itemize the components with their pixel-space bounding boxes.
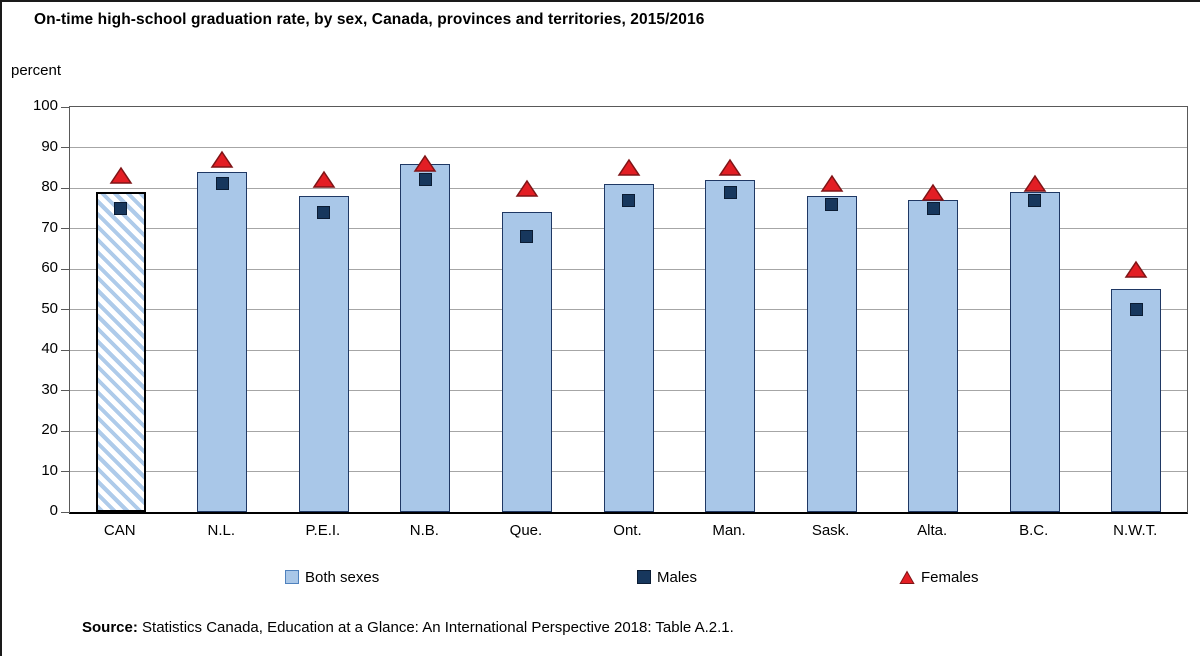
x-tick-label-sask: Sask. [811, 522, 850, 539]
x-tick-label-que: Que. [509, 522, 543, 539]
males-marker-bc [1028, 193, 1042, 207]
y-axis-tick [61, 268, 70, 270]
plot-area [61, 106, 1188, 514]
y-axis-unit-label: percent [11, 62, 62, 79]
legend-label-both-sexes: Both sexes [305, 568, 380, 586]
legend-item-males: Males [637, 567, 697, 587]
y-axis-tick [61, 349, 70, 351]
x-tick-label-nb: N.B. [409, 522, 439, 539]
x-tick-label-man: Man. [712, 522, 746, 539]
legend-label-males: Males [657, 568, 698, 586]
bar-man [705, 179, 756, 512]
bar-pei [298, 196, 349, 512]
y-tick-label-10: 10 [41, 461, 58, 479]
y-tick-label-80: 80 [41, 178, 58, 195]
males-marker-nb [418, 173, 432, 187]
males-marker-can [114, 201, 128, 215]
bar-nwt [1111, 289, 1162, 512]
males-swatch-icon [637, 570, 651, 584]
x-tick-label-bc: B.C. [1019, 522, 1049, 539]
y-axis-tick [61, 511, 70, 513]
y-tick-label-100: 100 [32, 97, 58, 114]
females-marker-pei [312, 170, 336, 189]
males-marker-alta [926, 201, 940, 215]
y-tick-label-40: 40 [41, 340, 58, 357]
bar-sask [806, 196, 857, 512]
females-marker-ont [617, 158, 641, 177]
females-marker-man [718, 158, 742, 177]
males-marker-nl [215, 177, 229, 191]
y-tick-label-0: 0 [49, 502, 58, 519]
y-axis-tick [61, 187, 70, 189]
y-tick-label-70: 70 [41, 218, 58, 236]
females-marker-can [109, 166, 133, 185]
legend-label-females: Females [921, 568, 979, 586]
y-tick-label-90: 90 [41, 137, 58, 155]
bar-alta [908, 200, 959, 512]
y-axis-tick [61, 106, 70, 108]
source-note: Source: Statistics Canada, Education at … [82, 619, 734, 636]
chart-title: On-time high-school graduation rate, by … [34, 11, 705, 28]
bar-can [95, 192, 146, 512]
y-tick-label-30: 30 [41, 380, 58, 398]
y-axis-tick [61, 390, 70, 391]
males-marker-que [520, 230, 534, 244]
legend-item-females: Females [899, 567, 979, 587]
bar-nb [400, 163, 451, 512]
bar-que [501, 212, 552, 512]
source-prefix: Source: [82, 619, 138, 636]
y-axis-tick [61, 147, 70, 148]
males-marker-sask [825, 197, 839, 211]
females-marker-sask [820, 174, 844, 193]
males-marker-nwt [1129, 303, 1143, 316]
females-marker-nl [210, 150, 234, 169]
x-tick-label-alta: Alta. [917, 522, 948, 539]
x-tick-label-pei: P.E.I. [305, 522, 341, 539]
females-marker-nb [413, 154, 437, 173]
females-marker-bc [1023, 174, 1047, 193]
males-marker-pei [317, 205, 331, 219]
y-axis-tick [61, 309, 70, 310]
males-marker-ont [622, 193, 635, 207]
y-axis-tick [61, 471, 70, 472]
x-tick-label-ont: Ont. [613, 522, 642, 539]
both-sexes-swatch-icon [285, 570, 299, 584]
bar-ont [603, 183, 654, 512]
source-text: Statistics Canada, Education at a Glance… [137, 619, 734, 636]
y-axis-tick [61, 228, 70, 229]
gridline-90 [70, 147, 1187, 148]
females-marker-que [515, 179, 539, 198]
y-axis-tick [61, 430, 70, 432]
y-tick-label-60: 60 [41, 259, 58, 276]
females-marker-alta [921, 183, 945, 202]
females-marker-nwt [1124, 260, 1148, 279]
x-tick-label-can: CAN [103, 522, 136, 539]
bar-nl [197, 171, 248, 512]
x-tick-label-nl: N.L. [207, 522, 236, 539]
bar-bc [1009, 192, 1060, 512]
males-marker-man [723, 185, 737, 199]
x-tick-label-nwt: N.W.T. [1113, 522, 1158, 539]
females-swatch-icon [899, 569, 915, 584]
legend-item-both-sexes: Both sexes [285, 567, 379, 587]
y-tick-label-20: 20 [41, 421, 58, 438]
y-tick-label-50: 50 [41, 299, 58, 317]
